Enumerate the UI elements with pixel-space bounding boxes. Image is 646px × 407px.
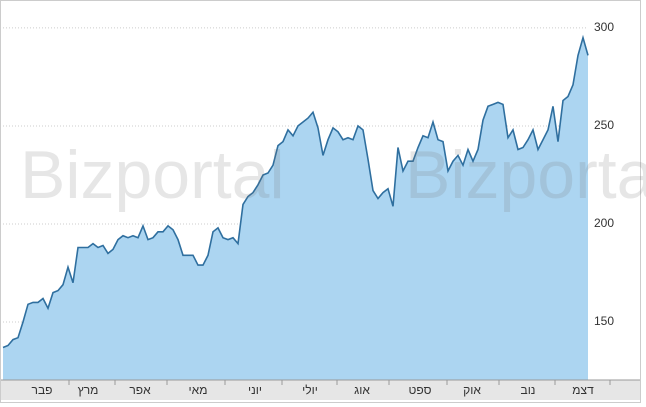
y-tick-label: 300 <box>594 20 614 34</box>
y-tick-label: 150 <box>594 314 614 328</box>
x-tick-label: דצמ <box>572 383 594 397</box>
x-tick-label: אפר <box>129 383 151 397</box>
y-tick-label: 250 <box>594 118 614 132</box>
x-tick-label: יולי <box>302 383 318 397</box>
area <box>3 37 588 380</box>
x-tick-label: נוב <box>521 383 536 397</box>
x-tick-label: מרץ <box>78 383 99 397</box>
x-tick-label: יוני <box>248 383 262 397</box>
x-tick-label: מאי <box>189 383 208 397</box>
x-tick-label: אוג <box>354 383 370 397</box>
x-axis-strip <box>1 380 640 400</box>
x-tick-label: ספט <box>409 383 432 397</box>
x-tick-label: אוק <box>463 383 481 397</box>
x-tick-label: פבר <box>32 383 53 397</box>
price-line <box>2 34 589 349</box>
y-tick-label: 200 <box>594 216 614 230</box>
